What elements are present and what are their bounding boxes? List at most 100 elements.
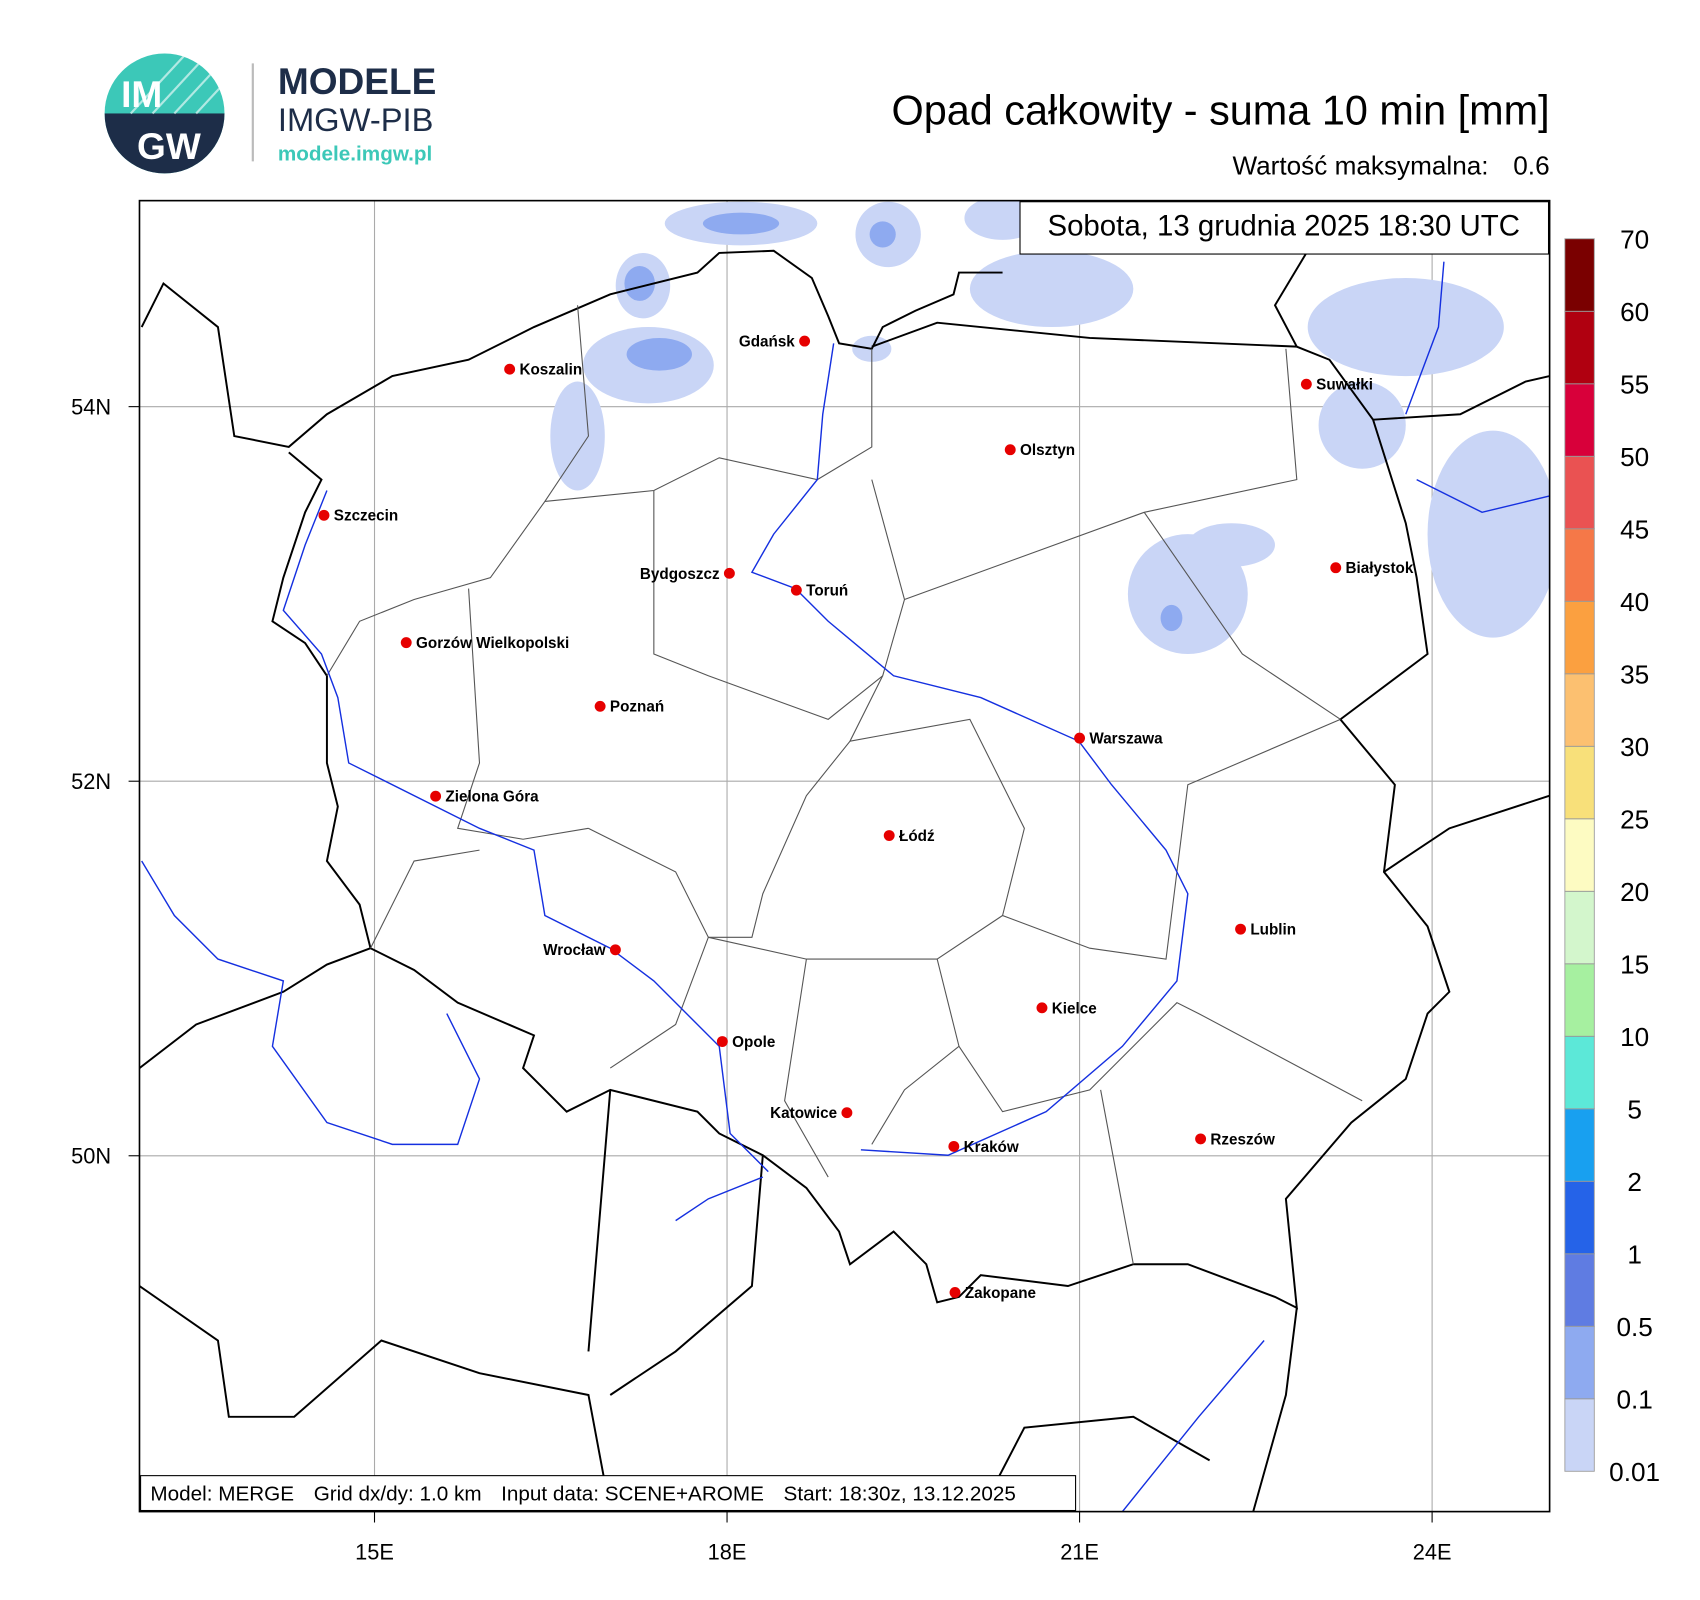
legend-swatch [1564,238,1595,312]
footer-item: Input data: SCENE+AROME [501,1483,764,1506]
legend-label: 35 [1620,660,1649,690]
legend-swatch [1564,455,1595,530]
city-label: Poznań [610,699,664,716]
lat-tick-label: 50N [71,1143,111,1168]
city-label: Suwałki [1316,377,1373,394]
precipitation [624,212,1183,632]
city-label: Szczecin [334,508,398,525]
city-marker [1074,732,1086,744]
legend-label: 0.01 [1609,1457,1660,1487]
lat-tick-label: 52N [71,769,111,794]
city-marker [1235,923,1247,935]
legend-swatch [1564,600,1595,675]
footer: Model: MERGE Grid dx/dy: 1.0 km Input data… [150,1483,1016,1506]
legend-label: 70 [1620,225,1649,255]
lon-tick-label: 15E [355,1540,394,1565]
city-marker [1300,378,1312,390]
logo-mark: IM [121,73,162,115]
legend-swatch [1564,1398,1595,1472]
map-frame [138,199,1551,1513]
legend-swatch [1564,673,1595,747]
city-marker [723,567,735,579]
city-marker [1036,1002,1048,1014]
timestamp-box [1019,201,1550,255]
city-marker [1195,1133,1207,1145]
logo: IM GW MODELE IMGW-PIB modele.imgw.pl [104,53,436,174]
legend-swatch [1564,528,1595,602]
city-marker [799,335,811,347]
legend-swatch [1564,310,1595,385]
lon-tick-label: 21E [1060,1540,1099,1565]
legend-label: 2 [1627,1167,1642,1197]
legend-label: 60 [1620,297,1649,327]
legend-label: 20 [1620,877,1649,907]
city-marker [841,1107,853,1119]
city-label: Katowice [770,1105,837,1122]
city-label: Bydgoszcz [640,566,720,583]
legend-swatch [1564,1253,1595,1327]
city-marker [594,700,606,712]
city-marker [430,790,442,802]
lon-tick-label: 18E [708,1540,747,1565]
city-marker [318,509,330,521]
timestamp: Sobota, 13 grudnia 2025 18:30 UTC [1047,210,1519,243]
city-label: Kielce [1052,1000,1097,1017]
title: Opad całkowity - suma 10 min [mm] [892,87,1550,133]
legend-label: 45 [1620,515,1649,545]
city-marker [400,637,412,649]
legend-swatch [1564,963,1595,1037]
footer-item: Grid dx/dy: 1.0 km [314,1483,482,1506]
legend-label: 0.5 [1616,1312,1652,1342]
legend-label: 10 [1620,1022,1649,1052]
city-marker [504,363,516,375]
legend-label: 5 [1627,1095,1642,1125]
city-marker [609,944,621,956]
legend-label: 30 [1620,732,1649,762]
city-label: Rzeszów [1210,1131,1275,1148]
legend-swatch [1564,818,1595,892]
legend-swatch [1564,745,1595,820]
footer-box [140,1475,1077,1512]
logo-org: IMGW-PIB [278,101,434,138]
city-marker [1330,562,1342,574]
legend-label: 40 [1620,587,1649,617]
city-label: Zakopane [965,1285,1036,1302]
legend-label: 25 [1620,805,1649,835]
legend-swatch [1564,383,1595,457]
legend-swatch [1564,1035,1595,1110]
logo-url: modele.imgw.pl [278,142,432,165]
city-label: Łódź [899,828,935,845]
city-marker [716,1036,728,1047]
legend-label: 0.1 [1616,1385,1652,1415]
city-label: Olsztyn [1020,442,1075,459]
legend-label: 55 [1620,370,1649,400]
city-label: Gdańsk [739,334,795,351]
lon-tick-label: 24E [1413,1540,1452,1565]
logo-name: MODELE [278,60,436,102]
city-marker [949,1287,961,1298]
lat-tick-label: 54N [71,394,111,419]
legend-swatch [1564,1325,1595,1400]
city-label: Kraków [964,1139,1019,1156]
city-label: Białystok [1346,560,1414,577]
legend-label: 15 [1620,950,1649,980]
city-label: Opole [732,1034,775,1051]
city-label: Zielona Góra [445,789,539,806]
legend-label: 50 [1620,442,1649,472]
city-label: Lublin [1250,922,1296,939]
city-label: Toruń [806,583,848,600]
max-value: 0.6 [1513,150,1549,180]
city-marker [883,830,895,841]
city-marker [790,584,802,596]
rivers [141,261,1550,1512]
legend-swatch [1564,890,1595,965]
legend-label: 1 [1627,1240,1642,1270]
legend-swatch [1564,1108,1595,1182]
map [139,200,1550,1512]
city-marker [1004,444,1016,456]
max-label: Wartość maksymalna: [1232,150,1488,180]
city-label: Koszalin [519,362,582,379]
borders [139,249,1550,1512]
